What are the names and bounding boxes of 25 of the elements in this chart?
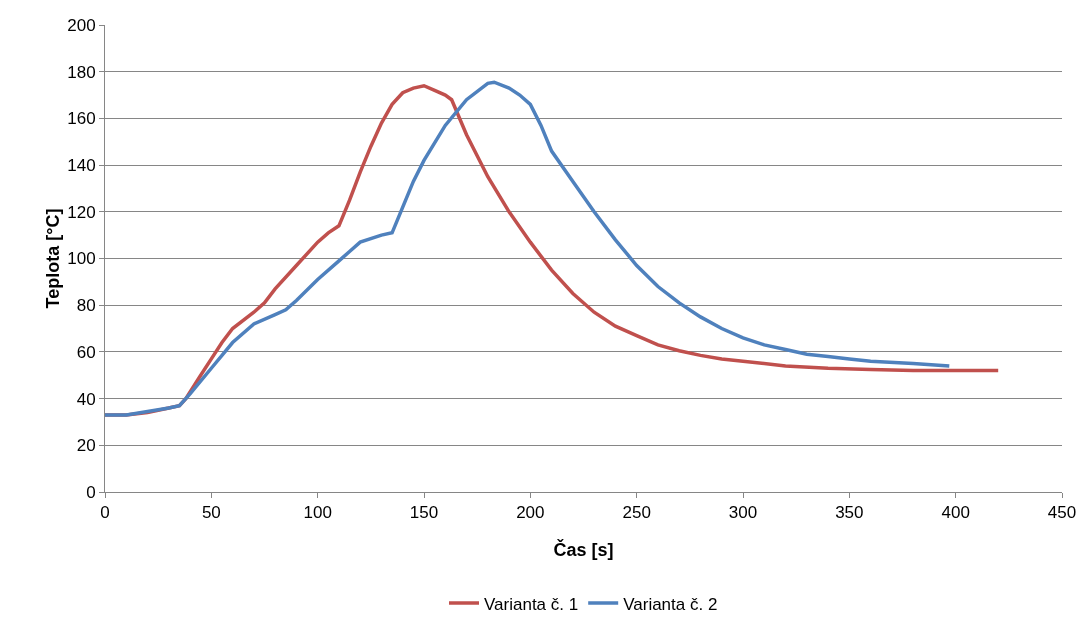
x-tick-label: 250 [622, 503, 651, 523]
y-tick-label: 160 [67, 109, 96, 129]
y-tick-label: 140 [67, 156, 96, 176]
y-tick-label: 80 [76, 296, 96, 316]
x-tick-label: 400 [941, 503, 970, 523]
x-tick-label: 100 [303, 503, 332, 523]
x-tick-label: 200 [516, 503, 545, 523]
x-tick-label: 150 [409, 503, 439, 523]
y-tick-label: 200 [67, 15, 96, 35]
x-tick-label: 350 [835, 503, 864, 523]
y-tick-label: 120 [67, 202, 96, 222]
x-tick-label: 50 [201, 503, 221, 523]
y-tick-label: 60 [76, 342, 96, 362]
x-tick-label: 300 [728, 503, 758, 523]
legend-label: Varianta č. 2 [623, 594, 718, 614]
x-tick-label: 0 [100, 503, 110, 523]
y-tick-label: 100 [67, 249, 96, 269]
y-axis-title: Teplota [°C] [43, 208, 63, 309]
y-tick-label: 180 [67, 62, 96, 82]
legend-label: Varianta č. 1 [484, 594, 579, 614]
x-tick-label: 450 [1047, 503, 1077, 523]
x-axis-title: Čas [s] [553, 539, 614, 560]
y-tick-label: 40 [76, 389, 96, 409]
y-tick-label: 0 [86, 482, 96, 502]
y-tick-label: 20 [76, 436, 96, 456]
